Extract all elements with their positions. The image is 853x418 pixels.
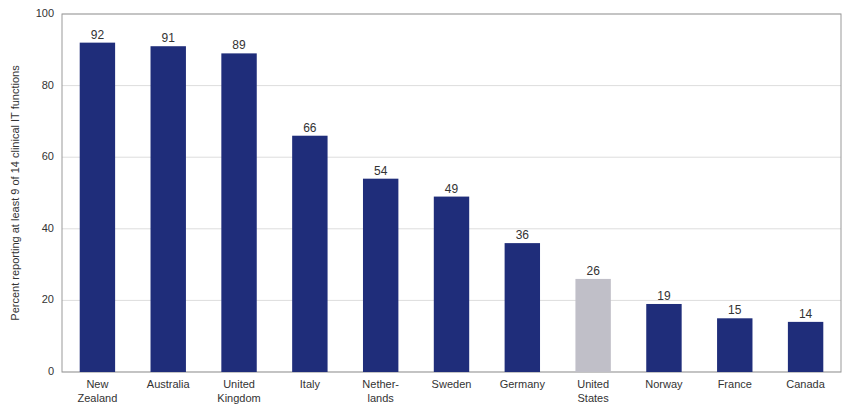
data-label: 26 [586, 264, 600, 278]
bar [292, 136, 327, 372]
data-label: 36 [516, 228, 530, 242]
y-tick-label: 20 [42, 293, 54, 305]
data-label: 66 [303, 121, 317, 135]
x-tick-label: Canada [786, 378, 825, 390]
x-tick-label: United States [577, 378, 609, 404]
x-tick-label-line: Kingdom [217, 392, 260, 404]
chart-svg: 0 20 40 60 80 100 92 91 89 66 54 49 36 26 19 15 14 New Zea… [0, 0, 853, 418]
bars [80, 43, 824, 372]
x-tick-label-line: Germany [500, 378, 546, 390]
data-label: 49 [445, 182, 459, 196]
bar [80, 43, 115, 372]
chart-container: 0 20 40 60 80 100 92 91 89 66 54 49 36 26 19 15 14 New Zea… [0, 0, 853, 418]
data-labels: 92 91 89 66 54 49 36 26 19 15 14 [91, 28, 813, 321]
x-tick-label-line: Italy [300, 378, 321, 390]
x-tick-label: Germany [500, 378, 546, 390]
data-label: 14 [799, 307, 813, 321]
y-tick-label: 100 [36, 7, 54, 19]
x-tick-label-line: Sweden [432, 378, 472, 390]
x-tick-label: Italy [300, 378, 321, 390]
x-tick-label: Nether-lands [362, 378, 399, 404]
data-label: 15 [728, 303, 742, 317]
grid [62, 14, 841, 372]
x-tick-label-line: States [578, 392, 610, 404]
y-tick-label: 40 [42, 222, 54, 234]
x-tick-label-line: Norway [645, 378, 683, 390]
plot-frame [62, 14, 841, 372]
x-tick-label: Norway [645, 378, 683, 390]
page: {"chart_data": {"type": "bar", "categori… [0, 0, 853, 418]
data-label: 92 [91, 28, 105, 42]
x-tick-label-line: Australia [147, 378, 191, 390]
bar [434, 197, 469, 372]
x-tick-label: United Kingdom [217, 378, 260, 404]
x-tick-label-line: United [223, 378, 255, 390]
data-label: 54 [374, 164, 388, 178]
x-tick-label-line: New [86, 378, 108, 390]
bar [505, 243, 540, 372]
data-label: 19 [657, 289, 671, 303]
data-label: 89 [232, 38, 246, 52]
x-tick-label: France [718, 378, 752, 390]
x-tick-label-line: Nether- [362, 378, 399, 390]
x-tick-label-line: France [718, 378, 752, 390]
bar [575, 279, 610, 372]
x-tick-label-line: Canada [786, 378, 825, 390]
x-axis: New Zealand Australia United Kingdom Italy Net… [78, 378, 826, 404]
x-tick-label-line: lands [368, 392, 395, 404]
x-tick-label: Australia [147, 378, 191, 390]
x-tick-label-line: United [577, 378, 609, 390]
x-tick-label: New Zealand [78, 378, 118, 404]
bar [788, 322, 823, 372]
x-tick-label-line: Zealand [78, 392, 118, 404]
bar [363, 179, 398, 372]
y-tick-label: 0 [48, 365, 54, 377]
data-label: 91 [162, 31, 176, 45]
bar [646, 304, 681, 372]
y-axis-label: Percent reporting at least 9 of 14 clini… [9, 65, 21, 321]
bar [151, 46, 186, 372]
bar [717, 318, 752, 372]
x-tick-label: Sweden [432, 378, 472, 390]
y-tick-label: 60 [42, 150, 54, 162]
y-axis: 0 20 40 60 80 100 [36, 7, 54, 377]
bar [221, 53, 256, 372]
y-tick-label: 80 [42, 79, 54, 91]
